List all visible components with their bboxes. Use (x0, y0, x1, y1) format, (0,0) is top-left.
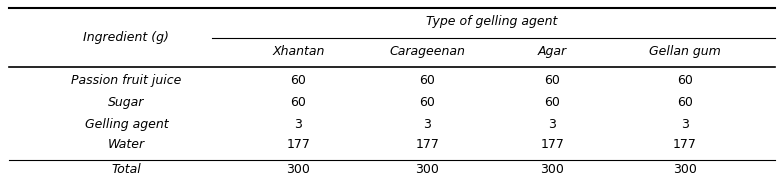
Text: 3: 3 (423, 118, 431, 131)
Text: 60: 60 (677, 96, 693, 109)
Text: 177: 177 (673, 138, 697, 151)
Text: 300: 300 (416, 163, 439, 176)
Text: 300: 300 (673, 163, 697, 176)
Text: Passion fruit juice: Passion fruit juice (71, 74, 182, 87)
Text: 60: 60 (544, 74, 560, 87)
Text: 177: 177 (286, 138, 310, 151)
Text: 300: 300 (540, 163, 564, 176)
Text: 3: 3 (294, 118, 302, 131)
Text: 177: 177 (416, 138, 439, 151)
Text: 60: 60 (419, 96, 435, 109)
Text: Gellan gum: Gellan gum (649, 45, 720, 58)
Text: Sugar: Sugar (108, 96, 144, 109)
Text: 60: 60 (419, 74, 435, 87)
Text: Xhantan: Xhantan (272, 45, 325, 58)
Text: 177: 177 (540, 138, 564, 151)
Text: Type of gelling agent: Type of gelling agent (426, 15, 557, 28)
Text: Agar: Agar (538, 45, 567, 58)
Text: 60: 60 (544, 96, 560, 109)
Text: 60: 60 (290, 74, 307, 87)
Text: 3: 3 (681, 118, 689, 131)
Text: Gelling agent: Gelling agent (85, 118, 169, 131)
Text: 300: 300 (286, 163, 310, 176)
Text: 3: 3 (548, 118, 556, 131)
Text: Water: Water (108, 138, 145, 151)
Text: Total: Total (111, 163, 141, 176)
Text: Carageenan: Carageenan (389, 45, 465, 58)
Text: Ingredient (g): Ingredient (g) (83, 31, 169, 44)
Text: 60: 60 (677, 74, 693, 87)
Text: 60: 60 (290, 96, 307, 109)
